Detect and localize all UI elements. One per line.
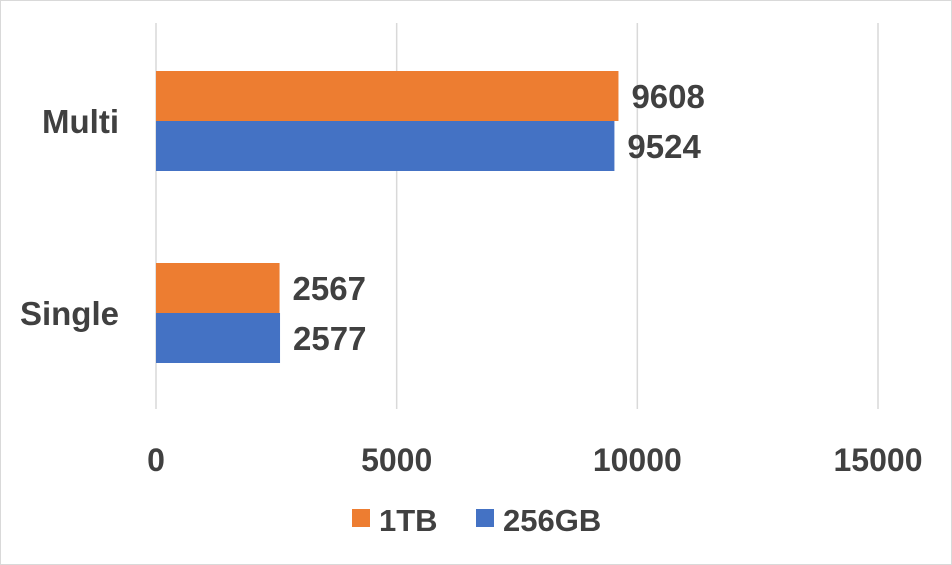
bar xyxy=(156,263,280,313)
category-axis: Multi Single xyxy=(20,103,119,332)
tick-label: 15000 xyxy=(834,442,923,478)
legend-label: 256GB xyxy=(503,503,601,538)
tick-label: 5000 xyxy=(361,442,432,478)
legend-swatch xyxy=(476,509,494,527)
bar xyxy=(156,313,281,363)
bar xyxy=(156,121,615,171)
category-label: Multi xyxy=(42,103,119,140)
bar xyxy=(156,71,619,121)
category-label: Single xyxy=(20,295,119,332)
legend: 1TB 256GB xyxy=(352,503,601,538)
tick-label: 10000 xyxy=(593,442,682,478)
legend-label: 1TB xyxy=(379,503,438,538)
legend-swatch xyxy=(352,509,370,527)
data-label: 9524 xyxy=(627,128,701,165)
data-label: 2567 xyxy=(293,270,366,307)
data-label: 9608 xyxy=(631,78,704,115)
bars xyxy=(156,71,619,363)
data-labels: 9608 9524 2567 2577 xyxy=(293,78,705,357)
value-axis: 0 5000 10000 15000 xyxy=(147,442,922,478)
tick-label: 0 xyxy=(147,442,165,478)
data-label: 2577 xyxy=(293,320,366,357)
